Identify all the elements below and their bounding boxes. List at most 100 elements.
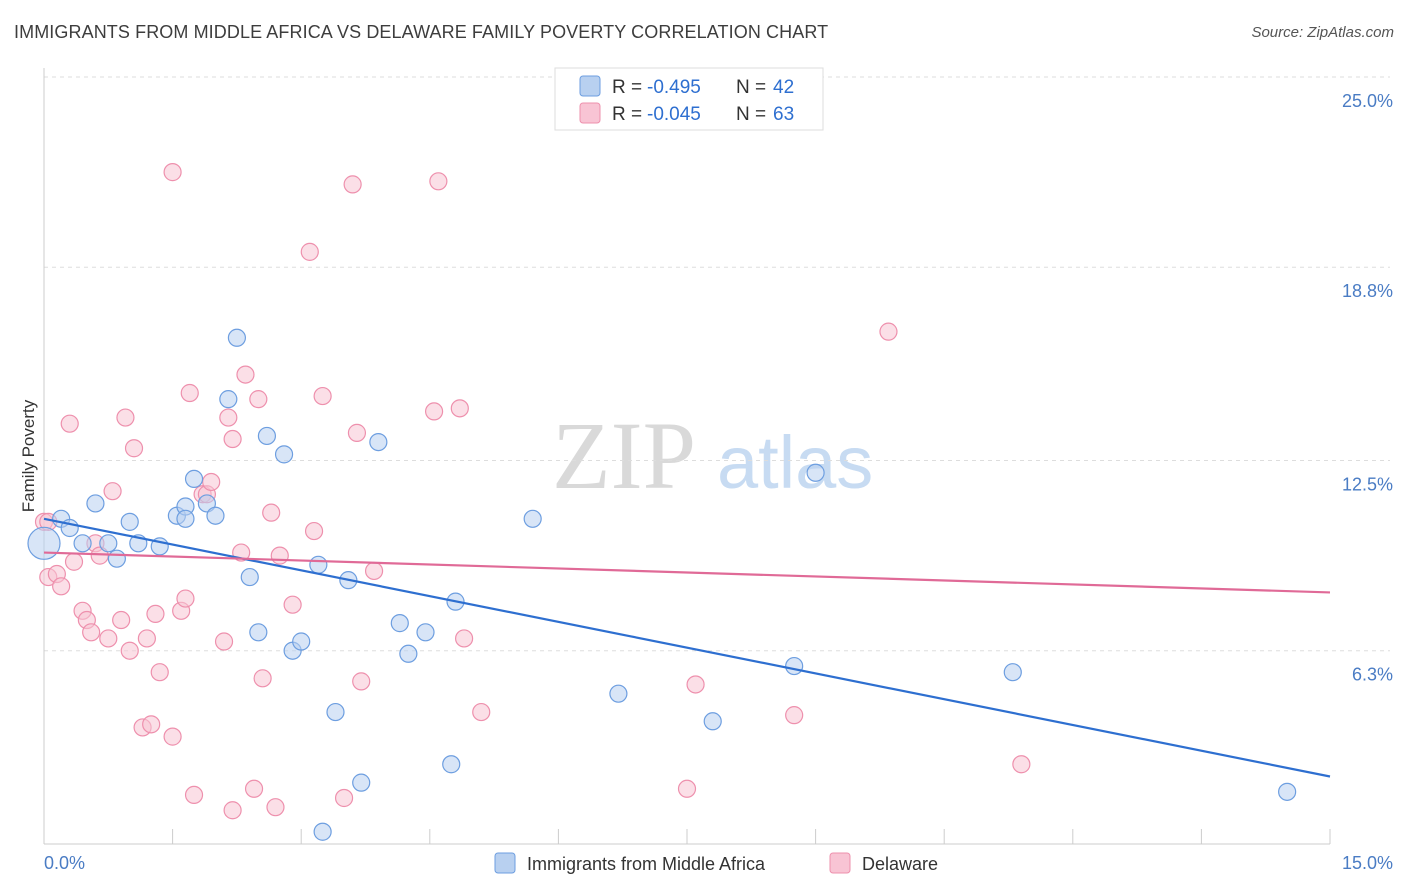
middle-africa-point [120,512,139,531]
delaware-point [236,365,255,384]
delaware-point [176,589,195,608]
middle-africa-point [609,684,628,703]
middle-africa-point [523,509,542,528]
middle-africa-point [107,549,126,568]
delaware-point [304,521,324,541]
middle-africa-point [86,494,105,513]
delaware-point [112,610,131,630]
middle-africa-points [27,328,1297,841]
series-legend: Immigrants from Middle Africa Delaware [494,852,938,874]
middle-africa-point [785,656,804,676]
delaware-point [347,423,367,442]
middle-africa-point [219,390,238,409]
delaware-point [120,641,139,660]
delaware-points [34,163,1031,820]
bottom-legend-swatch-blue [494,852,516,874]
middle-africa-point [176,509,195,528]
delaware-trendline [43,551,1331,594]
delaware-point [334,788,354,808]
legend-r-label-pink: R = [612,104,642,125]
middle-africa-point [313,822,332,841]
legend-n-value-blue: 42 [773,77,794,98]
middle-africa-point [442,755,461,774]
y-tick-labels: 6.3% 12.5% 18.8% 25.0% [1342,91,1393,685]
delaware-point [142,715,161,734]
legend-swatch-pink [579,102,601,124]
trend-lines [43,517,1331,778]
legend-swatch-blue [579,75,601,97]
watermark-zip: ZIP [552,402,696,509]
delaware-point [124,439,144,458]
delaware-point [454,629,474,648]
delaware-point [137,629,156,648]
delaware-point [686,675,705,694]
delaware-point [202,472,221,492]
middle-africa-point [257,426,277,446]
middle-africa-point [326,702,345,722]
delaware-point [879,322,898,341]
delaware-point [103,482,122,501]
bottom-legend-label-blue: Immigrants from Middle Africa [527,854,766,874]
x-tick-label-min: 0.0% [44,853,85,873]
delaware-point [60,414,79,433]
middle-africa-point [197,494,216,513]
grid-lines [44,76,1390,652]
delaware-point [677,779,697,798]
x-ticks [43,829,1331,844]
delaware-point [450,399,469,418]
source-credit: Source: ZipAtlas.com [1251,24,1394,41]
legend-n-value-pink: 63 [773,104,794,125]
middle-africa-point [806,463,825,482]
delaware-point [163,163,182,182]
bottom-legend-label-pink: Delaware [862,854,938,874]
delaware-point [785,706,804,725]
middle-africa-point [416,623,435,642]
y-axis-title: Family Poverty [19,399,38,512]
legend-r-label-blue: R = [612,77,642,98]
middle-africa-point [369,432,388,452]
middle-africa-point [184,469,204,489]
delaware-point [64,552,84,571]
y-tick-label: 12.5% [1342,475,1393,495]
delaware-point [184,785,204,805]
legend-n-label-blue: N = [736,77,766,98]
delaware-point [223,801,242,820]
delaware-point [223,429,242,449]
middle-africa-point [73,534,92,553]
middle-africa-point [249,623,268,642]
y-tick-label: 6.3% [1352,665,1393,685]
delaware-point [219,408,238,427]
delaware-point [300,242,319,261]
delaware-point [313,386,332,406]
middle-africa-point [352,773,371,792]
delaware-point [150,663,169,682]
delaware-point [343,175,362,194]
chart-title: IMMIGRANTS FROM MIDDLE AFRICA VS DELAWAR… [14,22,829,42]
y-tick-label: 25.0% [1342,91,1393,111]
delaware-point [266,798,285,817]
delaware-point [1012,755,1031,774]
middle-africa-point [399,644,418,663]
delaware-point [146,604,165,624]
delaware-point [270,546,289,565]
delaware-point [249,390,268,409]
delaware-point [82,623,101,642]
watermark-atlas: atlas [717,421,873,504]
middle-africa-point [703,712,722,731]
delaware-point [116,408,135,427]
legend-r-value-pink: -0.045 [647,104,701,125]
middle-africa-point [27,526,61,560]
middle-africa-point [1003,663,1022,682]
middle-africa-point [390,614,409,633]
delaware-point [52,577,71,596]
delaware-point [364,561,384,581]
middle-africa-point [309,555,328,574]
middle-africa-point [1278,782,1297,801]
delaware-point [163,727,182,746]
delaware-point [253,669,272,688]
delaware-point [472,702,491,722]
delaware-point [99,629,118,648]
delaware-point [244,779,264,798]
delaware-point [262,503,281,522]
